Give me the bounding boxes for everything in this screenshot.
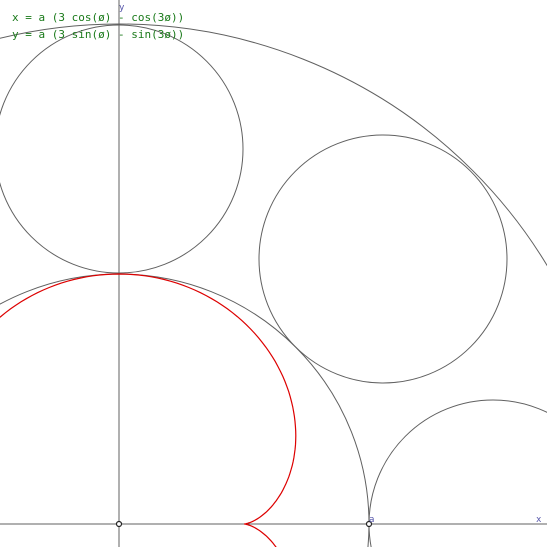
rolling-circle-top xyxy=(0,24,244,274)
y-axis-label: y xyxy=(119,3,125,13)
origin-point xyxy=(115,520,123,528)
rolling-circle-middle xyxy=(258,134,508,384)
outer-circle xyxy=(0,23,547,267)
formula-x: x = a (3 cos(ø) - cos(3ø)) xyxy=(12,11,184,24)
fixed-circle xyxy=(0,273,370,547)
x-axis-label: x xyxy=(536,515,542,525)
parameter-point xyxy=(365,520,373,528)
formula-y: y = a (3 sin(ø) - sin(3ø)) xyxy=(12,28,184,41)
rolling-circle-bottom xyxy=(368,399,547,547)
parameter-label: a xyxy=(369,515,374,525)
nephroid-curve xyxy=(0,273,297,547)
